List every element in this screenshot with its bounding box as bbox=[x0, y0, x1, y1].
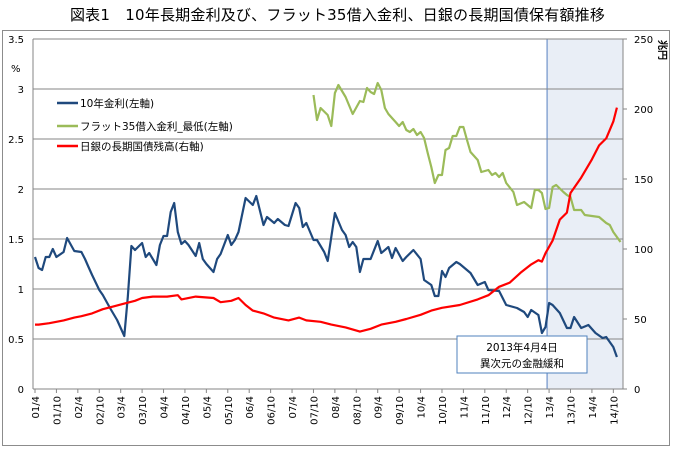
chart-title: 図表1 10年長期金利及び、フラット35借入金利、日銀の長期国債保有額推移 bbox=[69, 6, 606, 24]
legend-item-boj: 日銀の長期国債残高(右軸) bbox=[57, 140, 204, 153]
x-tick-label: 02/10 bbox=[95, 396, 106, 425]
x-tick-label: 08/10 bbox=[352, 396, 363, 425]
gridlines bbox=[33, 38, 623, 390]
right-tick-label: 0 bbox=[634, 385, 640, 396]
x-tick-label: 13/10 bbox=[567, 396, 578, 425]
right-tick-label: 250 bbox=[634, 35, 653, 46]
left-tick-label: 0.5 bbox=[8, 335, 24, 346]
x-tick-label: 09/10 bbox=[395, 396, 406, 425]
x-tick-label: 11/10 bbox=[481, 396, 492, 425]
x-tick-label: 04/4 bbox=[160, 396, 171, 418]
series-lines bbox=[33, 81, 622, 358]
left-axis-unit: % bbox=[11, 64, 21, 75]
chart-frame bbox=[2, 30, 670, 446]
x-tick-label: 04/10 bbox=[181, 396, 192, 425]
x-tick-label: 10/10 bbox=[438, 396, 449, 425]
x-tick-label: 03/4 bbox=[117, 396, 128, 418]
x-tick-label: 06/4 bbox=[245, 396, 256, 418]
right-tick-label: 100 bbox=[634, 245, 653, 256]
x-tick-label: 07/10 bbox=[309, 396, 320, 425]
x-tick-label: 05/4 bbox=[202, 396, 213, 418]
legend-label-flat35: フラット35借入金利_最低(左軸) bbox=[80, 120, 233, 133]
legend-label-boj: 日銀の長期国債残高(右軸) bbox=[80, 140, 204, 153]
right-tick-label: 50 bbox=[634, 315, 647, 326]
left-tick-label: 2.5 bbox=[8, 135, 24, 146]
series-10y-yield bbox=[33, 194, 618, 358]
annotation-date: 2013年4月4日 bbox=[486, 341, 558, 354]
legend-item-10y: 10年金利(左軸) bbox=[57, 97, 154, 110]
x-tick-label: 05/10 bbox=[224, 396, 235, 425]
right-tick-label: 200 bbox=[634, 105, 653, 116]
x-tick-label: 02/4 bbox=[74, 396, 85, 418]
x-tick-label: 14/10 bbox=[609, 396, 620, 425]
x-tick-label: 13/4 bbox=[545, 396, 556, 418]
x-tick-label: 11/4 bbox=[459, 396, 470, 418]
legend-label-10y: 10年金利(左軸) bbox=[80, 97, 154, 110]
x-tick-label: 01/10 bbox=[52, 396, 63, 425]
axes: 0 0.5 1 1.5 2 2.5 3 3.5 0 50 100 150 200 250 01/4 01/10… bbox=[8, 35, 653, 425]
x-tick-label: 01/4 bbox=[31, 396, 42, 418]
x-tick-label: 14/4 bbox=[588, 396, 599, 418]
right-tick-label: 150 bbox=[634, 175, 653, 186]
x-tick-label: 12/4 bbox=[502, 396, 513, 418]
left-tick-label: 2 bbox=[18, 185, 24, 196]
right-axis-unit: 兆円 bbox=[656, 40, 669, 60]
legend: 10年金利(左軸) フラット35借入金利_最低(左軸) 日銀の長期国債残高(右軸… bbox=[57, 97, 233, 153]
x-tick-label: 07/4 bbox=[288, 396, 299, 418]
x-tick-label: 12/10 bbox=[524, 396, 535, 425]
left-tick-label: 3.5 bbox=[8, 35, 24, 46]
series-flat35-rate bbox=[312, 81, 622, 243]
x-tick-label: 10/4 bbox=[417, 396, 428, 418]
left-tick-label: 3 bbox=[18, 85, 24, 96]
annotation-box: 2013年4月4日 異次元の金融緩和 bbox=[456, 335, 588, 374]
legend-item-flat35: フラット35借入金利_最低(左軸) bbox=[57, 120, 233, 133]
left-tick-label: 1.5 bbox=[8, 235, 24, 246]
x-tick-label: 08/4 bbox=[331, 396, 342, 418]
x-tick-label: 09/4 bbox=[374, 396, 385, 418]
series-boj-jgb-holdings bbox=[35, 107, 618, 333]
annotation-text: 異次元の金融緩和 bbox=[480, 357, 564, 370]
left-tick-label: 0 bbox=[18, 385, 24, 396]
x-tick-label: 06/10 bbox=[267, 396, 278, 425]
x-tick-label: 03/10 bbox=[138, 396, 149, 425]
left-tick-label: 1 bbox=[18, 285, 24, 296]
